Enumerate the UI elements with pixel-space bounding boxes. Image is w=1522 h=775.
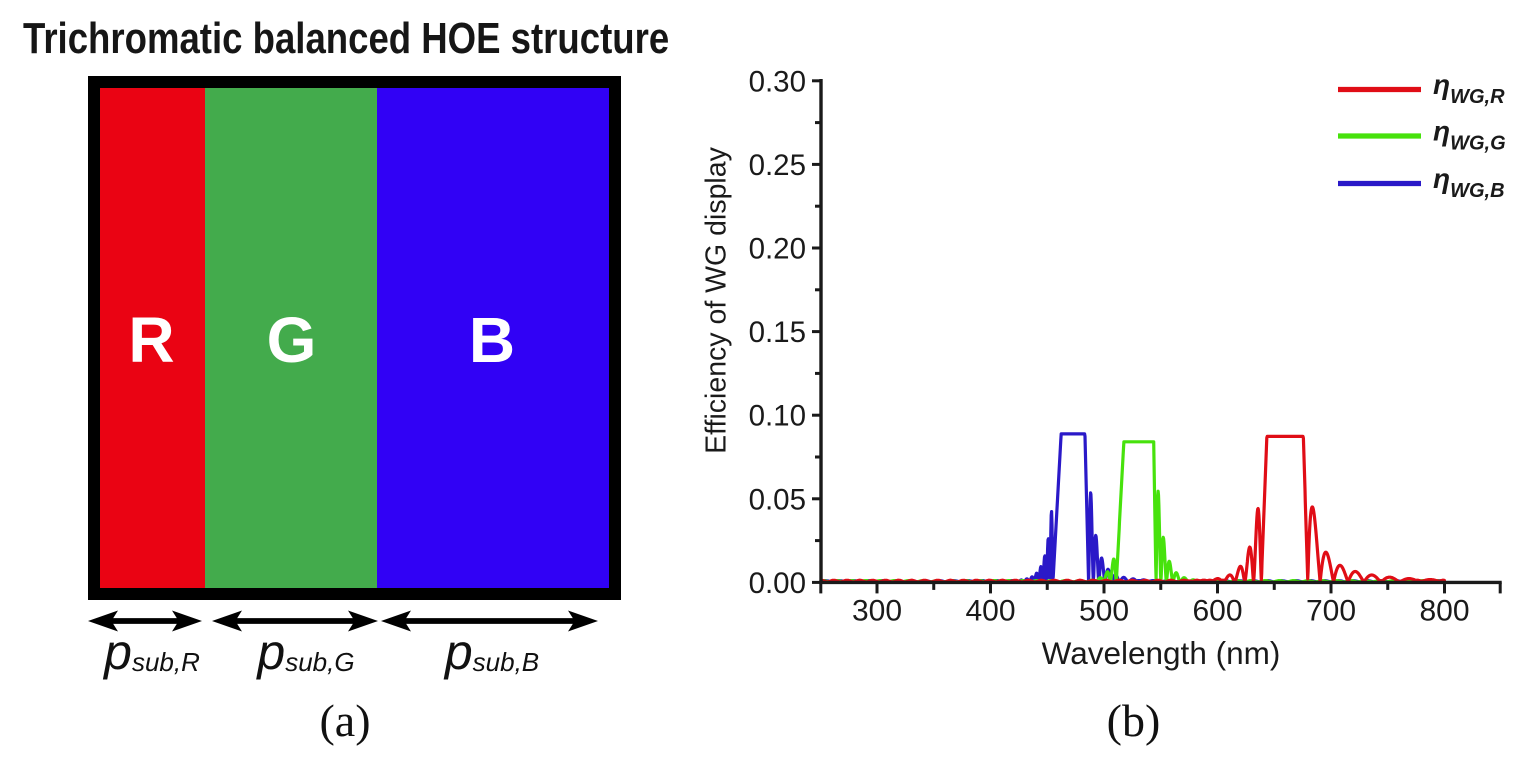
svg-text:Efficiency of WG display: Efficiency of WG display <box>701 146 733 454</box>
svg-text:0.20: 0.20 <box>749 233 806 266</box>
svg-text:700: 700 <box>1306 595 1356 628</box>
svg-text:ηWG,G: ηWG,G <box>1433 116 1506 155</box>
svg-text:400: 400 <box>965 595 1015 628</box>
svg-text:600: 600 <box>1192 595 1242 628</box>
svg-text:Wavelength (nm): Wavelength (nm) <box>1042 635 1281 671</box>
svg-text:0.05: 0.05 <box>749 483 806 516</box>
svg-text:ηWG,R: ηWG,R <box>1433 69 1505 108</box>
svg-text:0.30: 0.30 <box>749 65 806 98</box>
svg-text:0.10: 0.10 <box>749 400 806 433</box>
svg-text:0.00: 0.00 <box>749 567 806 600</box>
svg-text:300: 300 <box>852 595 902 628</box>
svg-text:0.15: 0.15 <box>749 316 806 349</box>
svg-text:500: 500 <box>1079 595 1129 628</box>
svg-text:0.25: 0.25 <box>749 149 806 182</box>
svg-text:800: 800 <box>1419 595 1469 628</box>
svg-text:ηWG,B: ηWG,B <box>1433 163 1505 202</box>
